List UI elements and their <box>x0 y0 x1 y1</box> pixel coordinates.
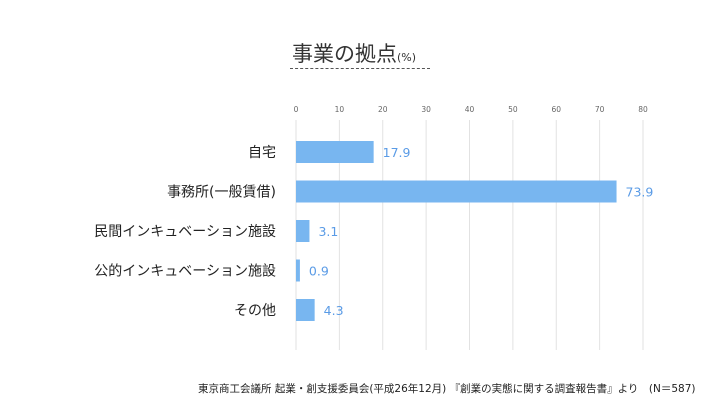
data-label: 3.1 <box>318 224 338 239</box>
tick-label: 50 <box>508 105 518 114</box>
tick-label: 80 <box>638 105 648 114</box>
data-label: 73.9 <box>626 185 654 200</box>
category-label: 自宅 <box>248 145 276 161</box>
bar <box>296 180 617 203</box>
tick-label: 20 <box>378 105 388 114</box>
data-label: 17.9 <box>383 145 411 160</box>
title-underline <box>290 68 430 69</box>
data-label: 4.3 <box>324 303 344 318</box>
tick-label: 60 <box>551 105 561 114</box>
source-note: 東京商工会議所 起業・創支援委員会(平成26年12月) 『創業の実態に関する調査… <box>198 383 696 395</box>
tick-label: 30 <box>421 105 431 114</box>
tick-label: 0 <box>294 105 299 114</box>
title-unit: (%) <box>397 51 417 64</box>
bar <box>296 141 374 163</box>
bar <box>296 259 300 282</box>
category-label: 公的インキュベーション施設 <box>94 264 276 280</box>
tick-label: 40 <box>465 105 475 114</box>
chart-title: 事業の拠点(%) <box>292 38 416 68</box>
category-label: その他 <box>234 303 276 319</box>
tick-label: 10 <box>335 105 345 114</box>
category-label: 事務所(一般賃借) <box>167 185 276 201</box>
tick-label: 70 <box>595 105 605 114</box>
bar <box>296 220 310 242</box>
bar <box>296 299 315 321</box>
category-label: 民間インキュベーション施設 <box>94 224 276 240</box>
title-text: 事業の拠点 <box>292 42 397 66</box>
data-label: 0.9 <box>309 264 329 279</box>
